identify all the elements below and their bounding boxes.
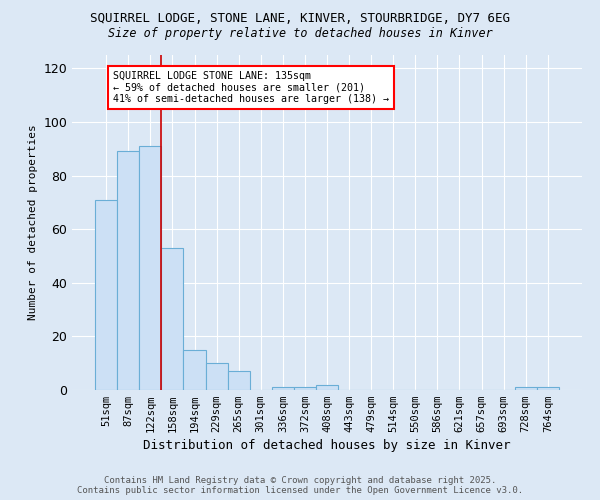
Bar [272, 388, 294, 390]
Bar [227, 371, 250, 390]
X-axis label: Distribution of detached houses by size in Kinver: Distribution of detached houses by size … [143, 440, 511, 452]
Bar [515, 388, 537, 390]
Bar [95, 200, 117, 390]
Bar [139, 146, 161, 390]
Bar [537, 388, 559, 390]
Text: SQUIRREL LODGE, STONE LANE, KINVER, STOURBRIDGE, DY7 6EG: SQUIRREL LODGE, STONE LANE, KINVER, STOU… [90, 12, 510, 26]
Bar [117, 152, 139, 390]
Y-axis label: Number of detached properties: Number of detached properties [28, 124, 38, 320]
Bar [206, 363, 227, 390]
Bar [184, 350, 206, 390]
Bar [294, 388, 316, 390]
Text: Size of property relative to detached houses in Kinver: Size of property relative to detached ho… [107, 28, 493, 40]
Bar [161, 248, 184, 390]
Text: Contains HM Land Registry data © Crown copyright and database right 2025.
Contai: Contains HM Land Registry data © Crown c… [77, 476, 523, 495]
Text: SQUIRREL LODGE STONE LANE: 135sqm
← 59% of detached houses are smaller (201)
41%: SQUIRREL LODGE STONE LANE: 135sqm ← 59% … [113, 71, 389, 104]
Bar [316, 384, 338, 390]
